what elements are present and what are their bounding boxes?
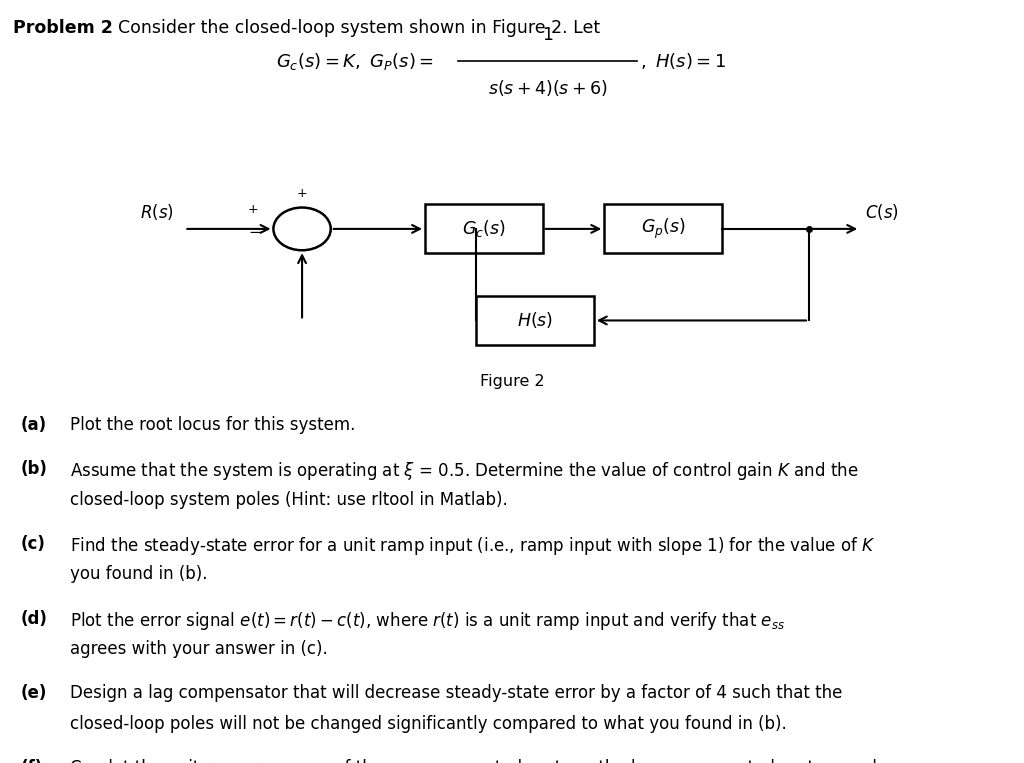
Text: −: −: [249, 225, 261, 240]
Text: (f): (f): [20, 759, 43, 763]
Text: Find the steady-state error for a unit ramp input (i.e., ramp input with slope 1: Find the steady-state error for a unit r…: [70, 535, 876, 557]
Text: $G_c(s)$: $G_c(s)$: [462, 218, 506, 240]
Text: agrees with your answer in (c).: agrees with your answer in (c).: [70, 640, 328, 658]
Text: (d): (d): [20, 610, 47, 628]
Text: $1$: $1$: [542, 26, 554, 44]
Bar: [476, 296, 594, 345]
Text: $H(s)$: $H(s)$: [517, 311, 553, 330]
Text: Consider the closed-loop system shown in Figure 2. Let: Consider the closed-loop system shown in…: [118, 19, 600, 37]
Text: closed-loop system poles (Hint: use rltool in Matlab).: closed-loop system poles (Hint: use rlto…: [70, 491, 507, 509]
Text: $s(s+4)(s+6)$: $s(s+4)(s+6)$: [488, 78, 607, 98]
Text: +: +: [297, 187, 307, 200]
Text: closed-loop poles will not be changed significantly compared to what you found i: closed-loop poles will not be changed si…: [70, 715, 786, 733]
Text: you found in (b).: you found in (b).: [70, 565, 207, 584]
Text: Figure 2: Figure 2: [479, 374, 545, 389]
Text: $G_c(s) = K,\ G_P(s) =$: $G_c(s) = K,\ G_P(s) =$: [276, 50, 434, 72]
Text: (a): (a): [20, 416, 47, 434]
Text: $R(s)$: $R(s)$: [140, 202, 174, 222]
Text: $C(s)$: $C(s)$: [865, 202, 899, 222]
Text: Assume that the system is operating at $\xi$ = 0.5. Determine the value of contr: Assume that the system is operating at $…: [70, 460, 858, 482]
Text: Plot the error signal $e(t) = r(t) - c(t)$, where $r(t)$ is a unit ramp input an: Plot the error signal $e(t) = r(t) - c(t…: [70, 610, 784, 632]
Text: (c): (c): [20, 535, 45, 553]
Text: (e): (e): [20, 684, 47, 703]
Text: (b): (b): [20, 460, 47, 478]
Bar: [425, 204, 543, 253]
Text: Plot the root locus for this system.: Plot the root locus for this system.: [70, 416, 355, 434]
Text: $G_p(s)$: $G_p(s)$: [641, 217, 685, 241]
Text: Co-plot the unit ramp response of the uncompensated system, the lag-compensated : Co-plot the unit ramp response of the un…: [70, 759, 877, 763]
Text: Problem 2: Problem 2: [13, 19, 114, 37]
Text: +: +: [248, 203, 258, 217]
Text: $,\ H(s) = 1$: $,\ H(s) = 1$: [640, 51, 726, 71]
Text: Design a lag compensator that will decrease steady-state error by a factor of 4 : Design a lag compensator that will decre…: [70, 684, 842, 703]
Bar: [604, 204, 722, 253]
